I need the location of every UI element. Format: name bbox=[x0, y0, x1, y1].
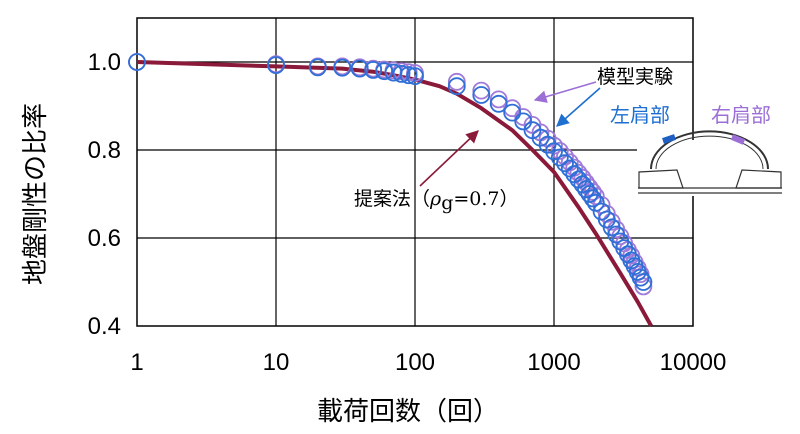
x-tick-label: 1 bbox=[130, 349, 143, 376]
y-tick-label: 1.0 bbox=[88, 49, 121, 76]
x-tick-label: 10 bbox=[263, 349, 290, 376]
data-point bbox=[550, 148, 569, 167]
data-point bbox=[489, 90, 508, 109]
right-shoulder-marker bbox=[730, 134, 746, 145]
data-point bbox=[267, 56, 285, 74]
y-tick-label: 0.4 bbox=[88, 313, 121, 340]
proposed-label: 提案法（ρg=0.7） bbox=[354, 188, 519, 214]
data-point bbox=[538, 135, 557, 154]
y-tick-label: 0.8 bbox=[88, 137, 121, 164]
model-test-arrow-left bbox=[556, 87, 601, 127]
data-point bbox=[406, 67, 424, 85]
data-point bbox=[472, 81, 491, 100]
right-shoulder-label: 右肩部 bbox=[711, 103, 771, 127]
series-layer bbox=[128, 53, 653, 327]
data-point bbox=[586, 193, 605, 212]
data-point bbox=[392, 65, 411, 83]
data-point bbox=[583, 189, 602, 208]
data-point bbox=[545, 136, 563, 155]
model-test-arrow-right bbox=[533, 81, 597, 103]
y-tick-label: 0.6 bbox=[88, 225, 121, 252]
data-point bbox=[399, 66, 418, 85]
data-point bbox=[503, 99, 522, 118]
rho-value: =0.7） bbox=[453, 188, 518, 210]
x-tick-label: 10000 bbox=[660, 349, 727, 376]
proposed-method-line bbox=[136, 60, 653, 327]
left-shoulder-marker bbox=[662, 134, 676, 144]
x-tick-label: 100 bbox=[395, 349, 435, 376]
data-point bbox=[580, 185, 599, 203]
y-axis-title: 地盤剛性の比率 bbox=[21, 103, 51, 285]
data-point bbox=[128, 53, 146, 71]
data-point bbox=[577, 180, 595, 199]
rho-subscript: g bbox=[441, 192, 453, 214]
data-point bbox=[447, 77, 466, 96]
proposed-arrow bbox=[419, 130, 479, 187]
data-point bbox=[472, 86, 491, 104]
data-point bbox=[545, 142, 563, 161]
model-test-label: 模型実験 bbox=[597, 66, 673, 88]
data-point bbox=[375, 62, 394, 81]
data-point bbox=[308, 58, 327, 77]
x-tick-label: 1000 bbox=[527, 349, 580, 376]
data-point bbox=[333, 58, 352, 77]
data-point bbox=[364, 61, 383, 79]
data-point bbox=[489, 94, 508, 113]
data-point bbox=[631, 268, 650, 287]
rho-symbol: ρ bbox=[429, 188, 442, 210]
data-point bbox=[447, 72, 466, 91]
proposed-prefix: 提案法（ bbox=[354, 188, 430, 210]
data-point bbox=[503, 103, 522, 122]
data-point bbox=[350, 59, 369, 78]
data-point bbox=[556, 154, 574, 173]
tick-labels: 1 10 100 1000 10000 0.4 0.6 0.8 1.0 bbox=[88, 49, 727, 376]
data-point bbox=[560, 159, 579, 178]
left-shoulder-label: 左肩部 bbox=[610, 103, 670, 127]
data-point bbox=[634, 273, 653, 291]
tunnel-diagram-icon bbox=[637, 130, 787, 196]
x-axis-title: 載荷回数（回） bbox=[317, 397, 499, 427]
